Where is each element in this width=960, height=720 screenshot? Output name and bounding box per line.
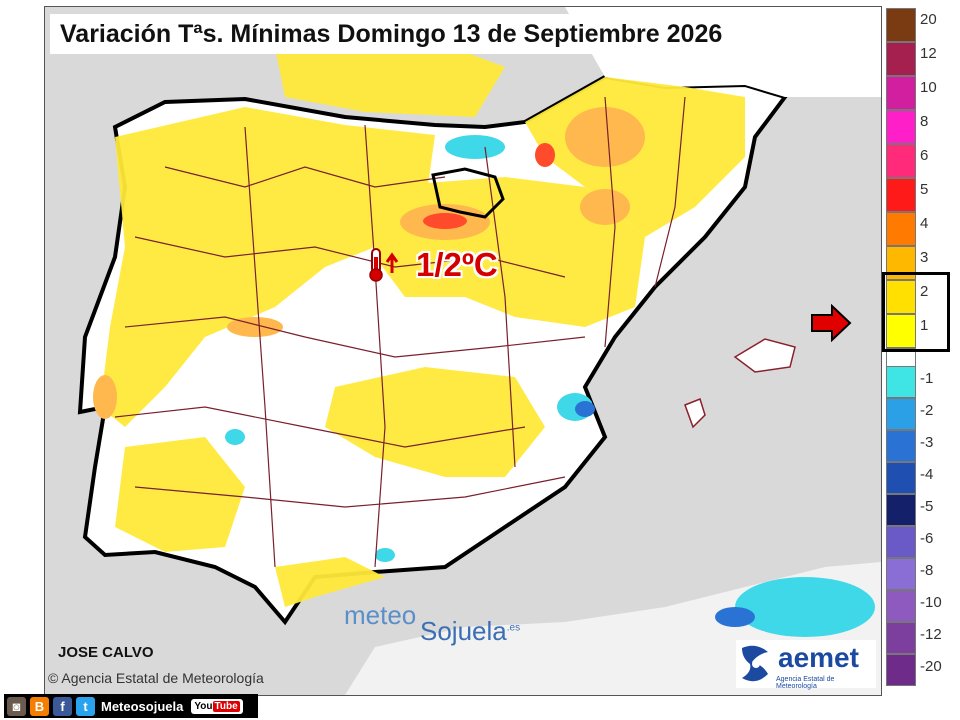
callout-text: 1/2ºC [416,246,498,283]
legend-label: -1 [920,370,934,387]
legend-label: 6 [920,147,929,164]
aemet-word: aemet [778,642,859,673]
legend-swatch-positive [886,212,916,246]
legend-label: -5 [920,498,934,515]
legend-label: 1 [920,317,929,334]
legend-swatch-negative [886,462,916,494]
map-title: Variación Tªs. Mínimas Domingo 13 de Sep… [50,14,733,54]
legend-swatch-positive [886,76,916,110]
legend-label: -10 [920,594,942,611]
legend-swatch-positive [886,8,916,42]
author-name: JOSE CALVO [58,644,154,661]
cold-anomaly-areas [225,135,875,637]
legend-swatch-negative [886,558,916,590]
arrow-right-icon [811,304,852,342]
cold-core-africa [715,607,755,627]
aemet-subtitle: Agencia Estatal de Meteorología [776,676,835,690]
social-bar: ◙ B f t Meteosojuela You Tube [4,694,258,718]
map-frame [44,6,882,696]
legend-swatch-negative [886,398,916,430]
legend-label: -8 [920,562,934,579]
brand-part1: meteo [344,600,417,630]
legend-swatch-positive [886,314,916,348]
legend-swatch-positive [886,144,916,178]
legend-swatch-positive [886,42,916,76]
legend-swatch-negative [886,526,916,558]
legend-label: 4 [920,215,929,232]
legend-label: 20 [920,11,937,28]
legend-label: 10 [920,79,937,96]
legend-swatch-negative [886,590,916,622]
legend-label: -4 [920,466,934,483]
legend-swatch-negative [886,622,916,654]
brand-name: Sojuela [420,616,507,646]
legend-label: -6 [920,530,934,547]
legend-label: 3 [920,249,929,266]
facebook-icon[interactable]: f [53,696,72,716]
legend-label: -3 [920,434,934,451]
legend-label: -2 [920,402,934,419]
balearic-islands [684,338,796,429]
province-borders [114,96,686,568]
legend-label: 5 [920,181,929,198]
legend-swatch-negative [886,494,916,526]
youtube-you: You [194,700,213,712]
anomaly-callout: 1/2ºC [366,246,498,284]
legend-label: 2 [920,283,929,300]
instagram-icon[interactable]: ◙ [7,696,26,716]
legend-swatch-negative [886,654,916,686]
thermometer-up-icon [369,248,399,282]
twitter-icon[interactable]: t [76,696,95,716]
legend-label: 12 [920,45,937,62]
legend-label: -12 [920,626,942,643]
youtube-icon[interactable]: You Tube [191,698,243,714]
brand-part2: Sojuela.es [420,616,520,647]
peninsula-map [45,7,881,695]
legend-swatch-positive [886,280,916,314]
legend-label: -20 [920,658,942,675]
legend-swatch-negative [886,366,916,398]
agency-copyright: © Agencia Estatal de Meteorología [48,670,264,686]
legend-swatch-positive [886,178,916,212]
highlighted-region [431,167,505,219]
legend-swatch-positive [886,110,916,144]
aemet-emblem-icon [742,645,768,682]
anomaly-3-areas [93,107,645,419]
legend-label: 8 [920,113,929,130]
blogger-icon[interactable]: B [30,696,49,716]
brand-suffix: .es [506,622,521,634]
legend-selection-box [882,272,950,352]
cold-core [575,401,595,417]
youtube-tube: Tube [212,700,240,712]
legend-swatch-negative [886,430,916,462]
anomaly-4-areas [423,143,555,229]
aemet-logo: aemet Agencia Estatal de Meteorología [736,640,876,690]
social-label[interactable]: Meteosojuela [101,698,184,714]
color-legend: 20 12 10 8 6 5 4 3 2 1 -1 -2 -3 -4 -5 -6 -8 -10 -12 -20 [886,4,950,694]
